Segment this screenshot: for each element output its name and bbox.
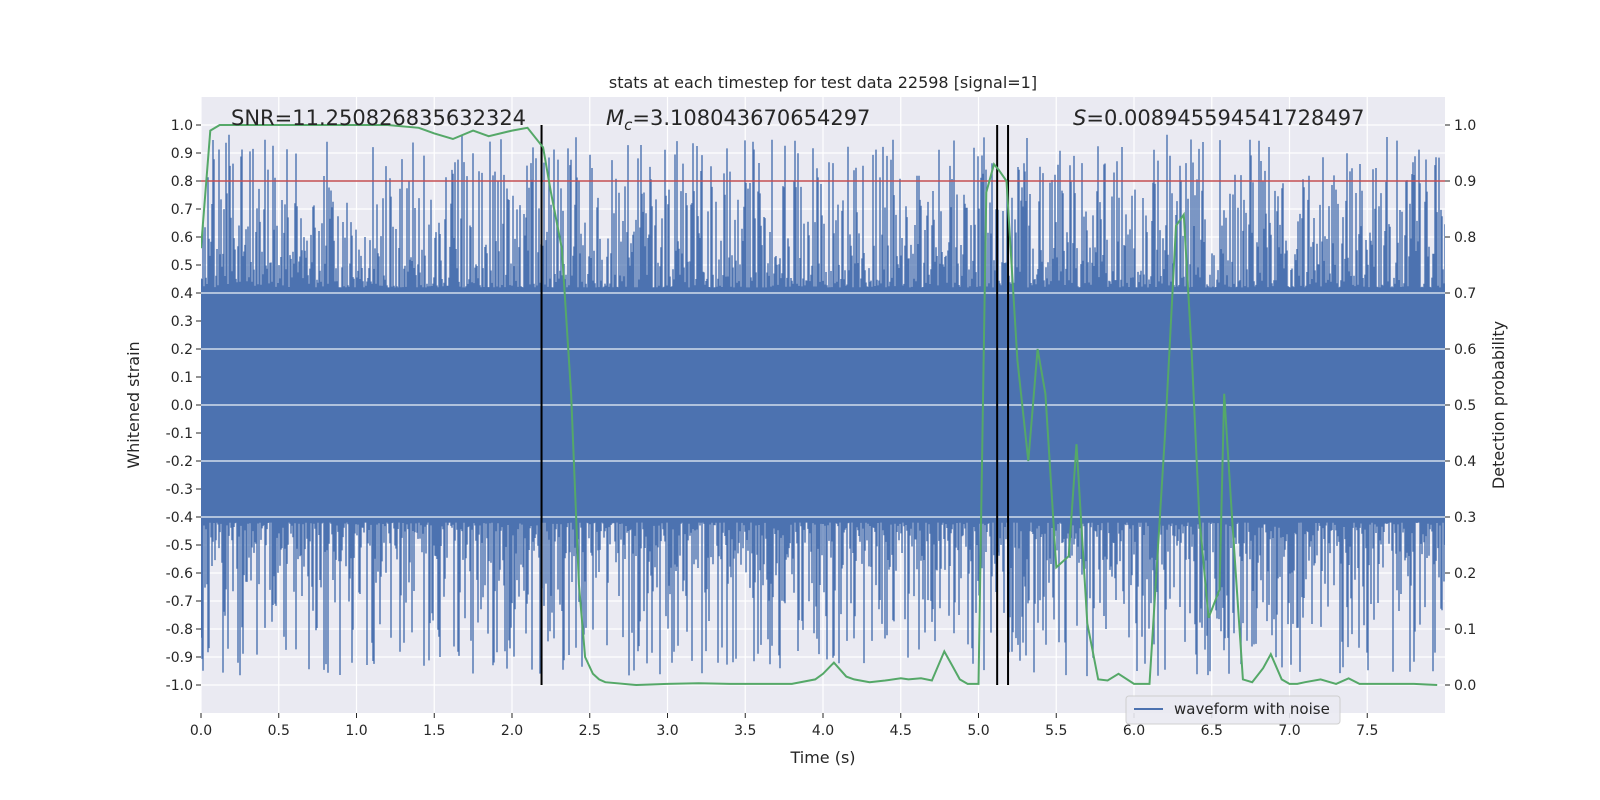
x-tick-label: 1.0 bbox=[345, 723, 367, 739]
chirp-mass-value: =3.108043670654297 bbox=[632, 106, 870, 130]
legend-label: waveform with noise bbox=[1174, 700, 1330, 718]
y-right-tick-label: 0.2 bbox=[1454, 566, 1476, 582]
x-tick-label: 0.5 bbox=[268, 723, 290, 739]
x-tick-label: 5.0 bbox=[967, 723, 989, 739]
y-right-tick-label: 0.6 bbox=[1454, 342, 1476, 358]
y-left-tick-label: 0.5 bbox=[171, 258, 193, 274]
chart-title: stats at each timestep for test data 225… bbox=[609, 73, 1037, 92]
y-left-tick-label: 0.2 bbox=[171, 342, 193, 358]
probability-line bbox=[201, 124, 1438, 687]
y-left-tick-label: -0.7 bbox=[166, 594, 193, 610]
x-tick-label: 5.5 bbox=[1045, 723, 1067, 739]
y-right-tick-label: 1.0 bbox=[1454, 118, 1476, 134]
y-right-tick-label: 0.5 bbox=[1454, 398, 1476, 414]
y-right-tick-label: 0.9 bbox=[1454, 174, 1476, 190]
x-axis-label: Time (s) bbox=[789, 748, 855, 767]
s-value: =0.008945594541728497 bbox=[1086, 106, 1364, 130]
chirp-mass-annotation: Mc=3.108043670654297 bbox=[606, 106, 870, 134]
y-left-tick-label: -0.4 bbox=[166, 510, 193, 526]
y-left-tick-label: -0.9 bbox=[166, 650, 193, 666]
y-left-axis-label: Whitened strain bbox=[124, 341, 143, 468]
y-left-tick-label: -0.1 bbox=[166, 426, 193, 442]
chirp-mass-symbol: M bbox=[606, 106, 624, 130]
y-left-tick-label: 0.9 bbox=[171, 146, 193, 162]
legend: waveform with noise bbox=[1125, 695, 1341, 725]
y-right-axis-label: Detection probability bbox=[1489, 321, 1508, 489]
y-left-tick-label: 0.4 bbox=[171, 286, 193, 302]
legend-box bbox=[1125, 695, 1341, 725]
y-left-tick-label: 0.0 bbox=[171, 398, 193, 414]
x-tick-label: 3.5 bbox=[734, 723, 756, 739]
x-tick-label: 1.5 bbox=[423, 723, 445, 739]
y-left-tick-label: -1.0 bbox=[166, 678, 193, 694]
y-left-axis-ticks: 1.0 0.9 0.8 0.7 0.6 0.5 0.4 0.3 0.2 0.1 0.0 -0.1 -0.… bbox=[166, 118, 201, 694]
x-axis-ticks: 0.0 0.5 1.0 1.5 2.0 2.5 3.0 3.5 4.0 4.5 5.0 5.5 6.0 6… bbox=[190, 713, 1378, 739]
y-left-tick-label: 1.0 bbox=[171, 118, 193, 134]
y-right-tick-label: 0.4 bbox=[1454, 454, 1476, 470]
y-left-tick-label: 0.7 bbox=[171, 202, 193, 218]
y-left-tick-label: 0.6 bbox=[171, 230, 193, 246]
detection-probability-series bbox=[201, 124, 1438, 687]
x-tick-label: 2.0 bbox=[501, 723, 523, 739]
x-tick-label: 4.0 bbox=[812, 723, 834, 739]
s-annotation: S=0.008945594541728497 bbox=[1073, 106, 1364, 130]
y-right-tick-label: 0.0 bbox=[1454, 678, 1476, 694]
y-left-tick-label: -0.6 bbox=[166, 566, 193, 582]
y-left-tick-label: -0.3 bbox=[166, 482, 193, 498]
s-symbol: S bbox=[1073, 106, 1086, 130]
snr-annotation: SNR=11.250826835632324 bbox=[231, 106, 526, 130]
x-tick-label: 2.5 bbox=[579, 723, 601, 739]
y-right-tick-label: 0.1 bbox=[1454, 622, 1476, 638]
y-left-tick-label: -0.8 bbox=[166, 622, 193, 638]
y-left-tick-label: -0.5 bbox=[166, 538, 193, 554]
x-tick-label: 7.5 bbox=[1356, 723, 1378, 739]
x-tick-label: 7.0 bbox=[1278, 723, 1300, 739]
y-left-tick-label: 0.8 bbox=[171, 174, 193, 190]
x-tick-label: 3.0 bbox=[656, 723, 678, 739]
x-tick-label: 6.5 bbox=[1201, 723, 1223, 739]
y-left-tick-label: 0.3 bbox=[171, 314, 193, 330]
y-right-tick-label: 0.8 bbox=[1454, 230, 1476, 246]
x-tick-label: 0.0 bbox=[190, 723, 212, 739]
waveform-series bbox=[201, 134, 1445, 677]
chirp-mass-subscript: c bbox=[624, 116, 633, 134]
y-right-axis-ticks: 1.0 0.9 0.8 0.7 0.6 0.5 0.4 0.3 0.2 0.1 0.0 bbox=[1445, 118, 1476, 694]
y-left-tick-label: 0.1 bbox=[171, 370, 193, 386]
y-right-tick-label: 0.7 bbox=[1454, 286, 1476, 302]
y-right-tick-label: 0.3 bbox=[1454, 510, 1476, 526]
y-left-tick-label: -0.2 bbox=[166, 454, 193, 470]
x-tick-label: 6.0 bbox=[1123, 723, 1145, 739]
x-tick-label: 4.5 bbox=[890, 723, 912, 739]
